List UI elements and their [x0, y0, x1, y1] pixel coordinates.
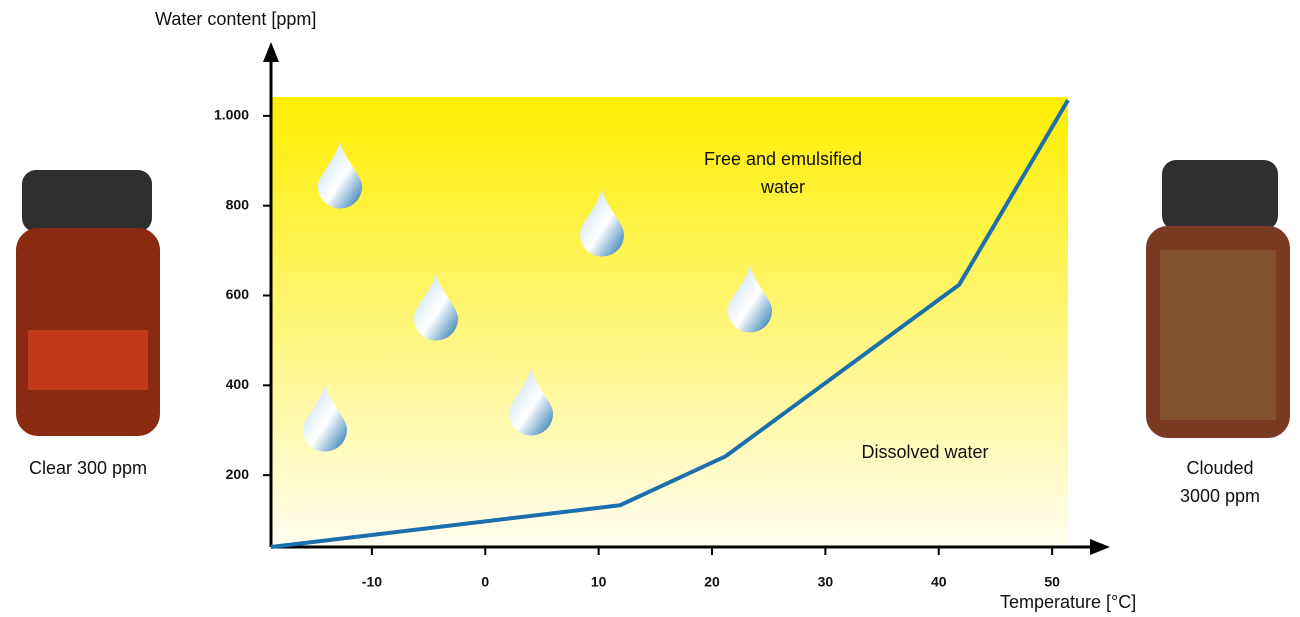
y-tick-label: 200 — [226, 466, 250, 482]
x-tick-label: 20 — [704, 574, 720, 590]
x-tick-label: 50 — [1044, 574, 1060, 590]
jar-clear — [16, 170, 160, 436]
annotation: water — [760, 177, 805, 197]
plot-area — [271, 97, 1068, 547]
y-arrow — [263, 42, 279, 62]
annotation: Free and emulsified — [704, 149, 862, 169]
x-tick-label: 10 — [591, 574, 607, 590]
x-axis-label: Temperature [°C] — [1000, 592, 1136, 612]
y-tick-label: 400 — [226, 376, 250, 392]
chart: Water content [ppm] Temperature [°C] 200… — [0, 0, 1300, 617]
x-tick-label: 0 — [481, 574, 489, 590]
y-tick-label: 800 — [226, 196, 250, 212]
jar-clouded — [1146, 160, 1290, 438]
y-tick-label: 600 — [226, 286, 250, 302]
annotation: 3000 ppm — [1180, 486, 1260, 506]
page: Water content [ppm] Temperature [°C] 200… — [0, 0, 1300, 617]
x-tick-label: 30 — [818, 574, 834, 590]
y-tick-label: 1.000 — [214, 107, 249, 123]
x-tick-label: -10 — [362, 574, 382, 590]
x-tick-label: 40 — [931, 574, 947, 590]
x-arrow — [1090, 539, 1110, 555]
y-axis-label: Water content [ppm] — [155, 9, 316, 29]
annotation: Dissolved water — [861, 442, 988, 462]
annotation: Clear 300 ppm — [29, 458, 147, 478]
annotation: Clouded — [1186, 458, 1253, 478]
